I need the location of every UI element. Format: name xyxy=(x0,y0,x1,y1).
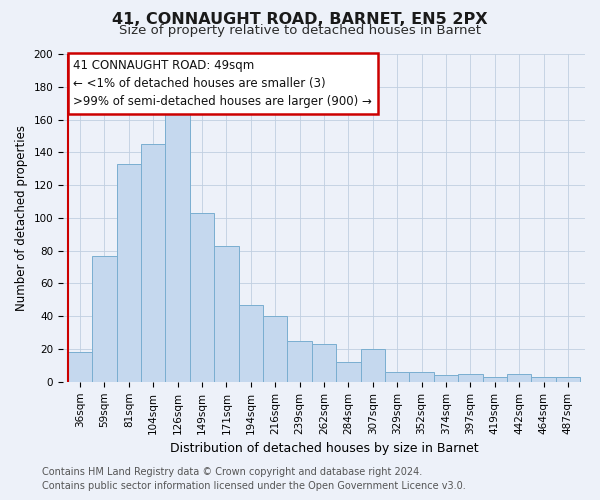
Bar xyxy=(361,349,385,382)
Bar xyxy=(312,344,336,382)
Bar xyxy=(68,352,92,382)
Bar xyxy=(532,377,556,382)
Bar xyxy=(482,377,507,382)
Bar xyxy=(507,374,532,382)
Bar xyxy=(214,246,239,382)
Bar xyxy=(166,112,190,382)
Bar xyxy=(263,316,287,382)
Bar xyxy=(409,372,434,382)
Bar xyxy=(190,213,214,382)
X-axis label: Distribution of detached houses by size in Barnet: Distribution of detached houses by size … xyxy=(170,442,478,455)
Bar xyxy=(336,362,361,382)
Text: Contains HM Land Registry data © Crown copyright and database right 2024.
Contai: Contains HM Land Registry data © Crown c… xyxy=(42,467,466,491)
Bar xyxy=(141,144,166,382)
Bar xyxy=(385,372,409,382)
Text: 41, CONNAUGHT ROAD, BARNET, EN5 2PX: 41, CONNAUGHT ROAD, BARNET, EN5 2PX xyxy=(112,12,488,26)
Text: Size of property relative to detached houses in Barnet: Size of property relative to detached ho… xyxy=(119,24,481,37)
Bar xyxy=(434,376,458,382)
Bar xyxy=(458,374,482,382)
Bar xyxy=(556,377,580,382)
Bar xyxy=(116,164,141,382)
Y-axis label: Number of detached properties: Number of detached properties xyxy=(15,125,28,311)
Bar xyxy=(287,341,312,382)
Text: 41 CONNAUGHT ROAD: 49sqm
← <1% of detached houses are smaller (3)
>99% of semi-d: 41 CONNAUGHT ROAD: 49sqm ← <1% of detach… xyxy=(73,59,373,108)
Bar xyxy=(239,305,263,382)
Bar xyxy=(92,256,116,382)
